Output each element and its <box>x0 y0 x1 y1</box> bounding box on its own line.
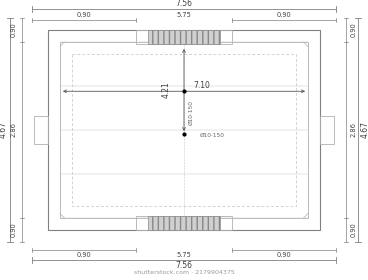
Text: 4.67: 4.67 <box>0 122 7 139</box>
Bar <box>148 216 220 230</box>
Bar <box>136 216 232 230</box>
Text: 0.90: 0.90 <box>11 23 17 37</box>
Bar <box>72 54 296 206</box>
Text: 4.67: 4.67 <box>361 122 368 139</box>
Text: 0.90: 0.90 <box>277 12 291 18</box>
Bar <box>320 116 334 144</box>
Bar <box>148 30 220 44</box>
Text: 2.86: 2.86 <box>351 123 357 137</box>
Bar <box>60 42 308 218</box>
Text: Ø10·150: Ø10·150 <box>199 132 224 137</box>
Text: 0.90: 0.90 <box>351 223 357 237</box>
Bar <box>48 30 320 230</box>
Text: 0.90: 0.90 <box>277 252 291 258</box>
Text: 7.56: 7.56 <box>176 0 192 8</box>
Bar <box>34 116 48 144</box>
Text: 0.90: 0.90 <box>77 12 91 18</box>
Text: 7.10: 7.10 <box>194 81 210 90</box>
Text: 0.90: 0.90 <box>11 223 17 237</box>
Text: shutterstock.com · 2179904375: shutterstock.com · 2179904375 <box>134 270 234 276</box>
Text: 7.56: 7.56 <box>176 260 192 269</box>
Text: 4.21: 4.21 <box>162 82 170 98</box>
Text: 0.90: 0.90 <box>77 252 91 258</box>
Text: 0.90: 0.90 <box>351 23 357 37</box>
Text: 5.75: 5.75 <box>177 252 191 258</box>
Text: 2.86: 2.86 <box>11 123 17 137</box>
Text: Ø10·150: Ø10·150 <box>188 100 194 125</box>
Bar <box>136 30 232 44</box>
Text: 5.75: 5.75 <box>177 12 191 18</box>
